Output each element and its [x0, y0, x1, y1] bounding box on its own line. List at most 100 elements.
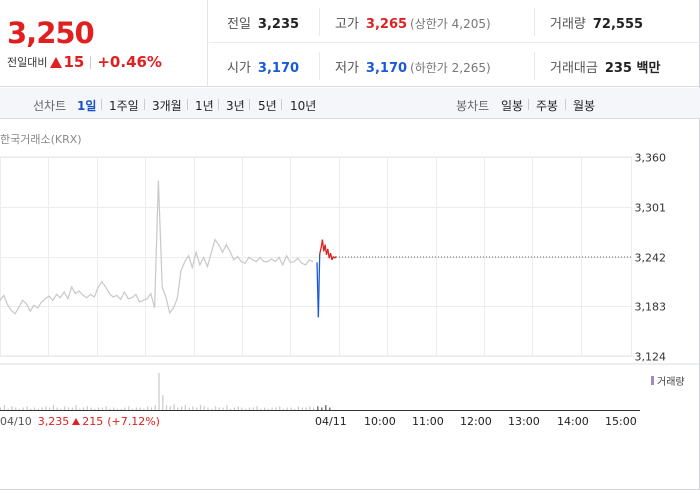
today-line-segment: [319, 247, 322, 255]
price-series: [0, 180, 631, 318]
change-row: 전일대비 15 +0.46%: [7, 53, 162, 71]
volume-bar: [267, 408, 269, 410]
candle-chart-title: 봉차트: [456, 99, 490, 113]
volume-bar: [60, 408, 62, 410]
volume-bar: [301, 407, 303, 410]
volume-bar: [173, 403, 175, 410]
volume-bar: [154, 405, 156, 410]
today-line-segment: [334, 256, 337, 259]
volume-legend-label: 거래량: [657, 377, 685, 388]
stat-low: 저가 3,170 (하한가 2,265): [335, 57, 491, 76]
volume-bar: [192, 406, 194, 410]
tab-3years[interactable]: 3년: [226, 99, 245, 113]
x-tick-label: 12:00: [460, 415, 492, 428]
volume-bar: [98, 407, 100, 410]
line-chart-title: 선차트: [33, 99, 67, 113]
y-tick-label: 3,124: [635, 351, 667, 364]
volume-bar: [162, 395, 164, 410]
volume-bar: [203, 406, 205, 410]
y-tick-label: 3,301: [635, 202, 667, 215]
volume-bar: [222, 407, 224, 410]
volume-bar: [264, 407, 266, 410]
tab-1week[interactable]: 1주일: [109, 99, 139, 113]
volume-bar: [116, 408, 119, 410]
volume-bar: [86, 406, 88, 410]
volume-bar: [165, 405, 168, 410]
volume-bar: [56, 407, 58, 410]
volume-bar: [184, 405, 186, 410]
change-percent: +0.46%: [97, 53, 162, 71]
volume-bar: [150, 407, 152, 410]
volume-bar: [3, 405, 5, 410]
stat-volume: 거래량 72,555: [550, 13, 643, 32]
volume-bar: [147, 406, 149, 410]
volume-bar: [15, 407, 17, 410]
volume-bar: [290, 407, 292, 410]
prev-day-change: 215: [82, 415, 104, 428]
tab-10years[interactable]: 10년: [290, 99, 317, 113]
volume-bar: [64, 406, 66, 410]
x-tick-label: 10:00: [364, 415, 396, 428]
volume-bar: [256, 406, 258, 410]
stat-value: 235 백만: [604, 61, 661, 76]
up-arrow-icon: [72, 418, 81, 425]
volume-bar: [215, 406, 217, 410]
stat-label: 거래량: [550, 17, 586, 32]
volume-bar-today: [321, 407, 323, 410]
chart-period-tabbar: 선차트 1일 1주일 3개월 1년 3년 5년 10년 봉차트 일봉 주봉 월봉: [0, 88, 700, 119]
volume-bar: [83, 407, 85, 410]
up-arrow-icon: [50, 56, 63, 68]
divider: [528, 99, 529, 110]
stat-value: 3,170: [365, 61, 408, 76]
volume-bar: [313, 407, 315, 410]
tab-1day[interactable]: 1일: [77, 99, 97, 113]
tab-3months[interactable]: 3개월: [152, 99, 182, 113]
volume-bar: [252, 407, 254, 410]
volume-bar: [67, 407, 70, 410]
upper-limit: (상한가 4,205): [410, 17, 491, 31]
volume-bar: [45, 406, 47, 410]
volume-bar: [279, 406, 281, 410]
volume-bar: [196, 407, 198, 410]
tab-daily-candle[interactable]: 일봉: [501, 99, 524, 113]
volume-bar: [7, 408, 9, 410]
change-value: 15: [63, 53, 85, 71]
volume-bar: [169, 406, 171, 410]
divider: [218, 99, 219, 110]
change-label: 전일대비: [7, 56, 48, 69]
volume-bar: [139, 407, 141, 410]
stat-value: 72,555: [592, 17, 644, 32]
stat-label: 저가: [335, 61, 359, 76]
volume-bar: [120, 408, 122, 410]
volume-bar: [199, 405, 202, 410]
tab-5years[interactable]: 5년: [258, 99, 277, 113]
volume-bar: [241, 407, 243, 410]
stats-row-1: 전일 3,235 고가 3,265 (상한가 4,205) 거래량 72,555: [209, 0, 700, 43]
volume-legend: 거래량: [651, 373, 685, 388]
volume-bar: [143, 408, 145, 410]
tab-1year[interactable]: 1년: [195, 99, 214, 113]
tab-weekly-candle[interactable]: 주봉: [536, 99, 559, 113]
divider: [319, 8, 320, 36]
stat-value: 3,265: [365, 17, 408, 32]
y-tick-label: 3,360: [635, 152, 667, 165]
volume-bar: [52, 405, 54, 410]
price-box: 3,250 전일대비 15 +0.46%: [0, 0, 208, 87]
volume-bar: [218, 407, 220, 410]
volume-bar: [226, 405, 228, 410]
x-tick-label: 13:00: [508, 415, 540, 428]
divider: [249, 99, 250, 110]
volume-bar: [75, 405, 77, 410]
volume-bar: [22, 407, 24, 410]
divider: [534, 52, 535, 80]
stat-open: 시가 3,170: [227, 57, 299, 76]
today-line-segment: [317, 253, 321, 318]
divider: [187, 99, 188, 110]
volume-bar: [211, 408, 213, 410]
divider: [534, 8, 535, 36]
volume-bar: [49, 407, 51, 410]
prev-day-pct: (+7.12%): [107, 415, 160, 428]
volume-bars: [0, 363, 700, 411]
stat-label: 고가: [335, 17, 359, 32]
tab-monthly-candle[interactable]: 월봉: [573, 99, 596, 113]
